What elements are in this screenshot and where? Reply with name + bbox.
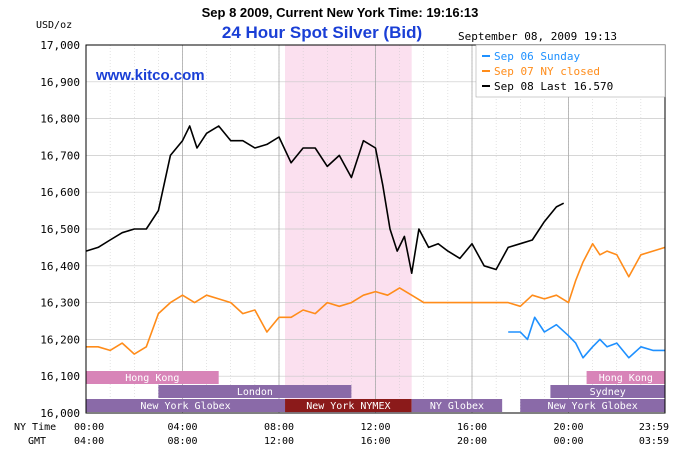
y-tick-label: 16,100 (40, 370, 80, 383)
legend: Sep 06 Sunday Sep 07 NY closed Sep 08 Last… (475, 44, 666, 98)
x-tick-labels: 00:00 04:00 04:00 08:00 08:00 12:00 12:00 16:00… (74, 422, 669, 447)
y-unit-label: USD/oz (36, 20, 72, 31)
x-tick-ny: 23:59 (639, 422, 669, 433)
session-bar (86, 371, 219, 384)
x-tick-gmt: 00:00 (553, 436, 583, 447)
legend-item-label: Sep 07 NY closed (494, 65, 600, 78)
y-tick-label: 16,200 (40, 333, 80, 346)
x-tick-ny: 00:00 (74, 422, 104, 433)
y-tick-labels: 16,000 16,100 16,200 16,300 16,400 16,500 16,6… (40, 39, 80, 420)
website-label: www.kitco.com (95, 67, 205, 84)
plot-frame (85, 44, 666, 414)
session-bar (158, 385, 352, 398)
y-tick-label: 17,000 (40, 39, 80, 52)
grid-layer (85, 44, 666, 414)
date-stamp: September 08, 2009 19:13 (458, 30, 617, 43)
y-tick-label: 16,400 (40, 260, 80, 273)
x-tick-ny: 20:00 (553, 422, 583, 433)
session-bar (586, 371, 665, 384)
x-tick-gmt: 03:59 (639, 436, 669, 447)
series-layer (85, 125, 666, 359)
x-tick-gmt: 04:00 (74, 436, 104, 447)
session-label: Hong Kong (599, 373, 653, 384)
session-bar (86, 399, 286, 412)
series-line-sep-06 (508, 316, 665, 359)
legend-box (475, 44, 666, 98)
top-title: Sep 8 2009, Current New York Time: 19:16… (202, 5, 479, 20)
session-label: Sydney (590, 387, 626, 398)
gmt-label: GMT (28, 436, 46, 447)
chart-title: 24 Hour Spot Silver (Bid) (222, 23, 422, 42)
session-label: NY Globex (430, 401, 484, 412)
x-tick-gmt: 08:00 (167, 436, 197, 447)
session-label: London (237, 387, 273, 398)
session-bar (550, 385, 665, 398)
legend-item-label: Sep 06 Sunday (494, 50, 580, 63)
y-tick-label: 16,700 (40, 149, 80, 162)
x-tick-gmt: 12:00 (264, 436, 294, 447)
sessions-layer: Hong Kong London New York Globex New York N… (86, 371, 665, 412)
x-tick-ny: 12:00 (360, 422, 390, 433)
y-tick-label: 16,800 (40, 113, 80, 126)
session-label: New York Globex (140, 401, 230, 412)
y-tick-label: 16,300 (40, 297, 80, 310)
session-bar (520, 399, 665, 412)
y-tick-label: 16,500 (40, 223, 80, 236)
session-bar (411, 399, 503, 412)
x-tick-ny: 08:00 (264, 422, 294, 433)
series-line-sep-07 (86, 242, 666, 355)
session-label: New York Globex (547, 401, 637, 412)
x-tick-gmt: 20:00 (457, 436, 487, 447)
y-tick-label: 16,600 (40, 186, 80, 199)
session-label: Hong Kong (125, 373, 179, 384)
x-tick-gmt: 16:00 (360, 436, 390, 447)
y-tick-label: 16,000 (40, 407, 80, 420)
session-label: New York NYMEX (306, 401, 390, 412)
x-tick-ny: 04:00 (167, 422, 197, 433)
ny-time-label: NY Time (14, 422, 56, 433)
session-bar (285, 399, 412, 412)
legend-item-label: Sep 08 Last 16.570 (494, 80, 613, 93)
y-tick-label: 16,900 (40, 76, 80, 89)
x-tick-ny: 16:00 (457, 422, 487, 433)
series-line-sep-08 (85, 125, 565, 275)
